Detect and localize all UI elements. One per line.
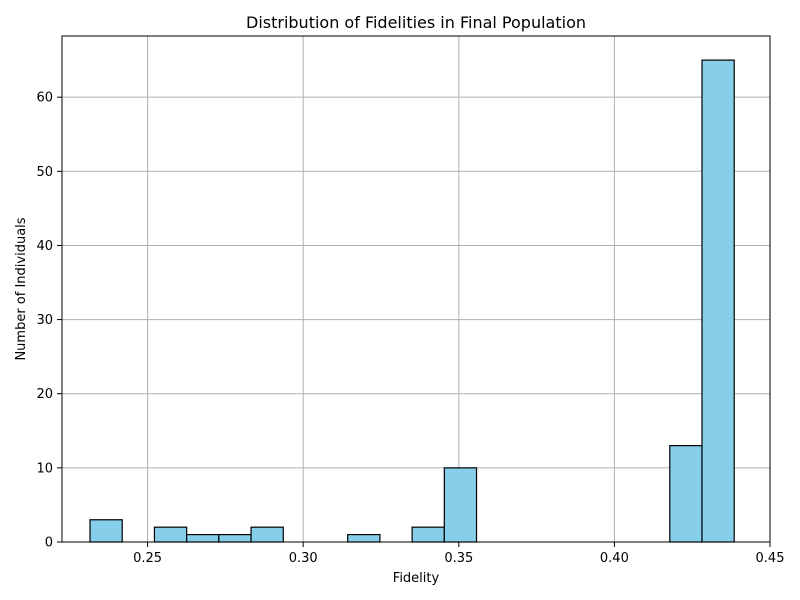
plot-frame xyxy=(61,35,771,543)
x-tick-label: 0.45 xyxy=(756,551,785,566)
histogram-bar xyxy=(218,533,252,543)
x-axis-ticks: 0.25 0.30 0.35 0.40 0.45 xyxy=(133,542,784,566)
chart-title: Distribution of Fidelities in Final Popu… xyxy=(246,13,586,32)
histogram-bar xyxy=(347,533,381,543)
y-tick-label: 50 xyxy=(36,165,53,180)
histogram-bar xyxy=(701,59,735,543)
histogram-bar xyxy=(669,445,703,543)
y-tick-label: 10 xyxy=(36,461,53,476)
grid-lines xyxy=(62,36,771,543)
y-tick-label: 30 xyxy=(36,313,53,328)
bars-group xyxy=(89,59,735,543)
y-axis-ticks: 0 10 20 30 40 50 60 xyxy=(36,91,62,551)
histogram-bar xyxy=(89,519,123,543)
x-tick-label: 0.30 xyxy=(289,551,318,566)
x-tick-label: 0.25 xyxy=(133,551,162,566)
histogram-bar xyxy=(250,526,284,543)
histogram-bar xyxy=(411,526,445,543)
y-tick-label: 0 xyxy=(45,536,53,551)
y-tick-label: 40 xyxy=(36,239,53,254)
histogram-bar xyxy=(443,467,478,543)
x-tick-label: 0.40 xyxy=(600,551,629,566)
x-tick-label: 0.35 xyxy=(444,551,473,566)
y-axis-label: Number of Individuals xyxy=(14,217,29,360)
histogram-bar xyxy=(153,526,188,543)
y-tick-label: 60 xyxy=(36,91,53,106)
histogram-bar xyxy=(186,533,220,543)
y-tick-label: 20 xyxy=(36,387,53,402)
x-axis-label: Fidelity xyxy=(393,571,440,586)
